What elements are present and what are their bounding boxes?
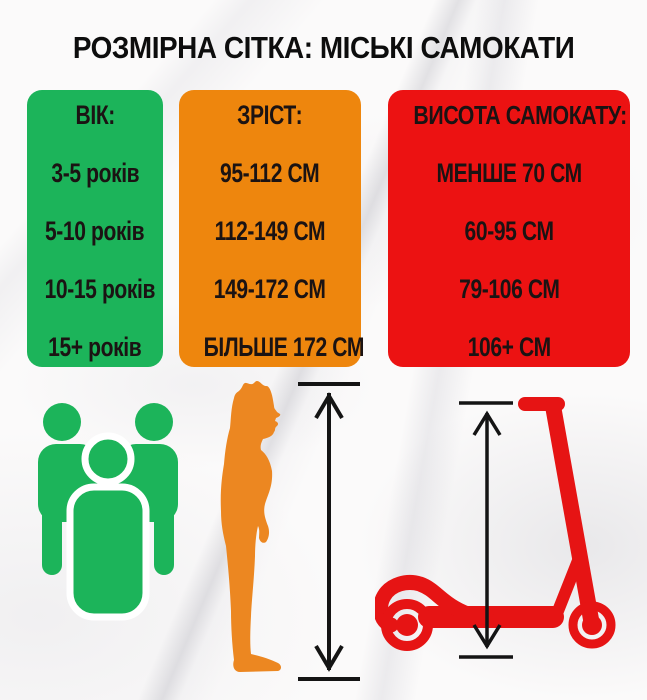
person-height-measure-arrow <box>298 382 360 681</box>
scooter-height-row-3: 79-106 СМ <box>458 274 560 304</box>
scooter-height-row-1: МЕНШЕ 70 СМ <box>436 158 582 188</box>
scooter-height-row-2: 60-95 СМ <box>464 216 554 246</box>
height-column-header: ЗРІСТ: <box>237 100 303 130</box>
age-column-card: ВІК: 3-5 років 5-10 років 10-15 років 15… <box>27 90 163 367</box>
age-row-1: 3-5 років <box>51 158 139 188</box>
age-row-4: 15+ років <box>48 332 142 362</box>
page-title: РОЗМІРНА СІТКА: МІСЬКІ САМОКАТИ <box>72 30 575 65</box>
age-row-3: 10-15 років <box>44 274 156 304</box>
scooter-height-column-header: ВИСОТА САМОКАТУ: <box>413 100 627 130</box>
height-row-2: 112-149 СМ <box>214 216 326 246</box>
age-column-header: ВІК: <box>75 100 115 130</box>
kick-scooter-icon <box>375 397 616 659</box>
height-row-4: БІЛЬШЕ 172 СМ <box>203 332 365 362</box>
height-row-3: 149-172 СМ <box>214 274 326 304</box>
people-group-icon <box>38 403 178 621</box>
age-row-2: 5-10 років <box>45 216 145 246</box>
person-silhouette <box>220 380 281 672</box>
height-column-card: ЗРІСТ: 95-112 СМ 112-149 СМ 149-172 СМ Б… <box>179 90 365 367</box>
scooter-height-row-4: 106+ СМ <box>467 332 551 362</box>
scooter-height-measure-arrow <box>459 401 513 659</box>
standing-person-icon <box>220 380 360 681</box>
height-row-1: 95-112 СМ <box>220 158 320 188</box>
scooter-height-column-card: ВИСОТА САМОКАТУ: МЕНШЕ 70 СМ 60-95 СМ 79… <box>388 90 630 367</box>
